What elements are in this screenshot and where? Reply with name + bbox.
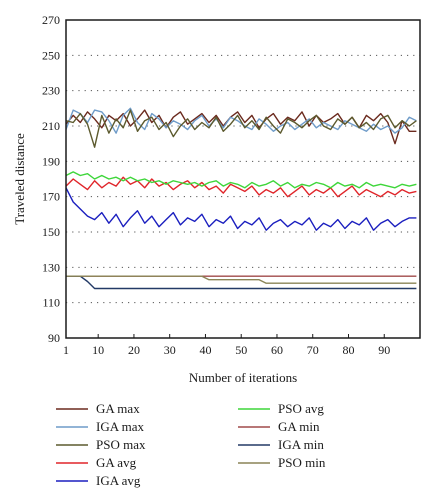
y-tick-label: 230 — [42, 84, 60, 98]
legend-label-pso-max: PSO max — [96, 437, 146, 452]
gridlines — [66, 19, 420, 304]
legend-label-ga-min: GA min — [278, 419, 320, 434]
series-line-pso-max — [65, 109, 417, 148]
x-tick-label: 50 — [235, 343, 247, 357]
x-tick-label: 40 — [199, 343, 211, 357]
x-tick-label: 70 — [307, 343, 319, 357]
series-line-pso-avg — [65, 171, 417, 189]
y-axis-ticks: 90 110 130 150 170 190 210 230 250 270 — [42, 13, 60, 345]
y-tick-label: 130 — [42, 260, 60, 274]
x-tick-label: 60 — [271, 343, 283, 357]
x-axis-label: Number of iterations — [189, 370, 297, 385]
y-tick-label: 270 — [42, 13, 60, 27]
x-tick-label: 80 — [342, 343, 354, 357]
x-axis-ticks: 1 10 20 30 40 50 60 70 80 90 — [63, 334, 390, 357]
series-lines — [65, 107, 417, 290]
legend-label-iga-max: IGA max — [96, 419, 145, 434]
y-tick-label: 150 — [42, 225, 60, 239]
x-tick-label: 20 — [128, 343, 140, 357]
legend-label-iga-avg: IGA avg — [96, 473, 141, 488]
series-line-iga-min — [66, 275, 417, 290]
x-tick-label: 1 — [63, 343, 69, 357]
series-line-pso-min — [66, 275, 417, 284]
legend-label-iga-min: IGA min — [278, 437, 324, 452]
legend-label-pso-min: PSO min — [278, 455, 326, 470]
y-tick-label: 250 — [42, 48, 60, 62]
plot-frame — [65, 19, 421, 339]
legend-label-pso-avg: PSO avg — [278, 401, 324, 416]
x-tick-label: 30 — [164, 343, 176, 357]
y-tick-label: 190 — [42, 154, 60, 168]
x-tick-label: 90 — [378, 343, 390, 357]
legend: GA max IGA max PSO max GA avg IGA avg PSO avg… — [56, 401, 326, 488]
legend-label-ga-max: GA max — [96, 401, 140, 416]
y-axis-label: Traveled distance — [12, 133, 27, 225]
y-tick-label: 170 — [42, 190, 60, 204]
legend-label-ga-avg: GA avg — [96, 455, 137, 470]
y-tick-label: 90 — [48, 331, 60, 345]
series-line-iga-avg — [65, 187, 417, 231]
y-tick-label: 110 — [42, 296, 60, 310]
x-tick-label: 10 — [92, 343, 104, 357]
series-line-ga-avg — [65, 176, 417, 198]
y-tick-label: 210 — [42, 119, 60, 133]
